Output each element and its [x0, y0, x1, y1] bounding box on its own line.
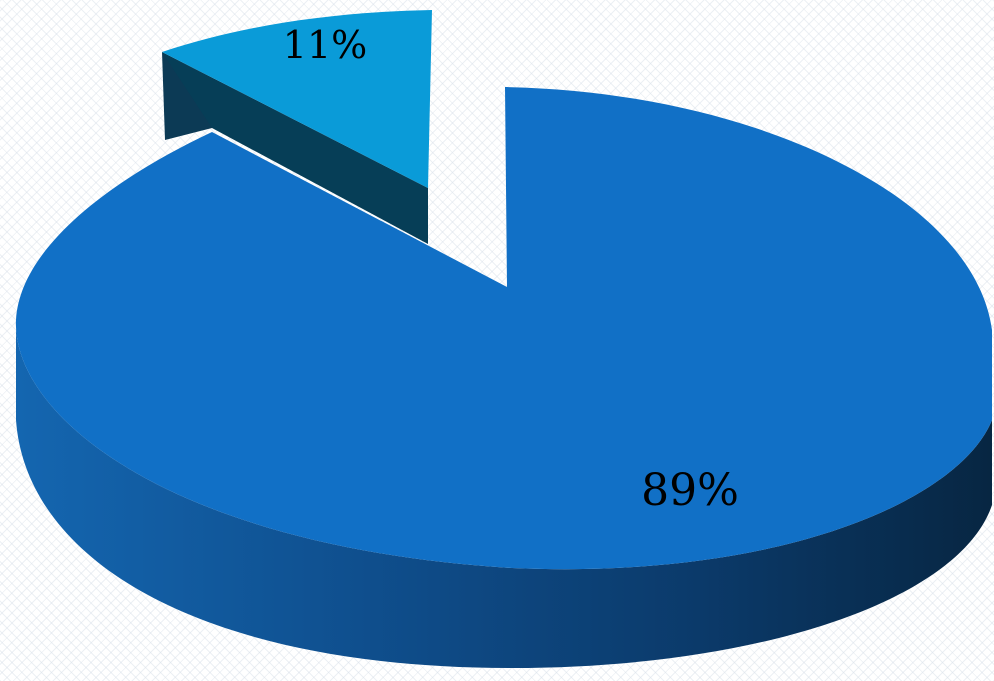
- slice-89: [15, 87, 993, 668]
- slice-89-label: 89%: [641, 465, 739, 516]
- slice-11-side-inner: [162, 52, 428, 244]
- slice-89-top: [15, 87, 993, 570]
- slice-11-top: [162, 10, 432, 188]
- slice-11-label: 11%: [283, 23, 367, 67]
- slice-11-side-outer: [162, 52, 212, 140]
- slice-11: [162, 10, 432, 244]
- slice-89-side: [15, 320, 992, 668]
